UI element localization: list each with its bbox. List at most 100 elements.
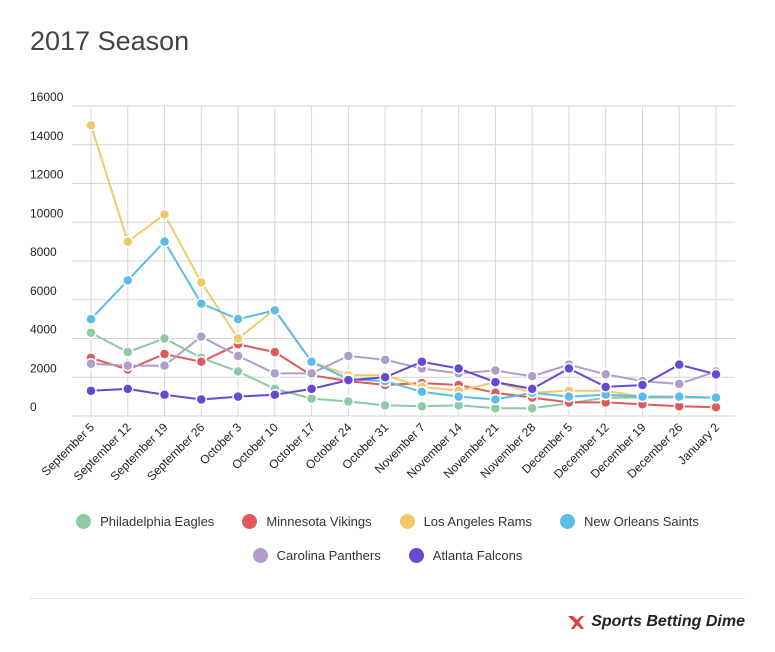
data-point-atlanta-falcons	[305, 383, 318, 395]
data-point-philadelphia-eagles	[122, 346, 134, 358]
legend-item[interactable]: Los Angeles Rams	[399, 514, 532, 529]
data-point-carolina-panthers	[305, 367, 318, 380]
legend-label: New Orleans Saints	[583, 514, 699, 529]
y-tick-label: 10000	[30, 206, 64, 220]
data-point-philadelphia-eagles	[158, 332, 171, 345]
data-point-carolina-panthers	[673, 378, 685, 390]
legend-label: Atlanta Falcons	[432, 548, 523, 563]
data-point-new-orleans-saints	[489, 393, 502, 406]
data-point-minnesota-vikings	[158, 348, 171, 360]
y-tick-label: 0	[30, 400, 37, 414]
data-point-carolina-panthers	[379, 354, 391, 366]
data-point-atlanta-falcons	[232, 390, 244, 403]
y-tick-label: 8000	[30, 245, 57, 259]
series-line-carolina-panthers	[90, 335, 717, 386]
data-point-philadelphia-eagles	[416, 400, 428, 413]
data-point-carolina-panthers	[269, 367, 281, 380]
data-point-new-orleans-saints	[305, 356, 318, 368]
legend-swatch	[252, 548, 268, 563]
data-point-los-angeles-rams	[122, 235, 134, 248]
data-point-philadelphia-eagles	[379, 399, 391, 412]
data-point-carolina-panthers	[122, 359, 134, 372]
data-point-atlanta-falcons	[489, 376, 502, 388]
data-point-los-angeles-rams	[195, 276, 208, 289]
legend-item[interactable]: New Orleans Saints	[559, 514, 699, 529]
line-chart: 0 2000 4000 6000 8000 10000 12000 14000 16000 Se…	[30, 90, 735, 483]
data-point-new-orleans-saints	[158, 235, 171, 248]
legend-label: Carolina Panthers	[276, 548, 381, 563]
brand-name: Sports Betting Dime	[591, 613, 745, 630]
data-point-atlanta-falcons	[563, 362, 575, 375]
y-tick-label: 12000	[30, 168, 64, 182]
data-point-new-orleans-saints	[452, 390, 465, 403]
data-point-atlanta-falcons	[710, 368, 722, 381]
data-point-new-orleans-saints	[416, 386, 428, 398]
data-point-los-angeles-rams	[85, 119, 97, 132]
data-point-atlanta-falcons	[379, 371, 391, 383]
data-point-new-orleans-saints	[269, 304, 281, 317]
data-point-atlanta-falcons	[342, 374, 355, 386]
legend-swatch	[408, 548, 424, 563]
data-point-philadelphia-eagles	[305, 392, 318, 405]
legend-item[interactable]: Philadelphia Eagles	[76, 514, 214, 529]
data-point-minnesota-vikings	[269, 346, 281, 358]
data-point-carolina-panthers	[599, 368, 612, 381]
y-axis-ticks: 0 2000 4000 6000 8000 10000 12000 14000 16000	[30, 90, 64, 414]
sbd-logo-icon	[568, 616, 585, 629]
data-point-carolina-panthers	[489, 364, 502, 377]
legend-swatch	[242, 514, 258, 529]
data-point-philadelphia-eagles	[342, 395, 355, 408]
data-point-atlanta-falcons	[673, 358, 685, 371]
series-line-atlanta-falcons	[90, 360, 717, 401]
legend-swatch	[399, 514, 415, 529]
data-point-new-orleans-saints	[636, 390, 649, 403]
data-point-carolina-panthers	[526, 370, 538, 383]
data-point-new-orleans-saints	[673, 390, 685, 403]
legend-label: Minnesota Vikings	[266, 514, 372, 529]
data-point-carolina-panthers	[85, 357, 97, 370]
legend-swatch	[559, 514, 575, 529]
data-point-new-orleans-saints	[232, 313, 244, 325]
data-point-los-angeles-rams	[232, 332, 244, 345]
data-point-philadelphia-eagles	[85, 326, 97, 339]
data-point-atlanta-falcons	[195, 393, 208, 406]
data-point-carolina-panthers	[158, 359, 171, 372]
data-point-atlanta-falcons	[85, 385, 97, 397]
data-point-atlanta-falcons	[416, 356, 428, 368]
series-line-minnesota-vikings	[90, 343, 717, 409]
data-point-new-orleans-saints	[85, 313, 97, 325]
series-line-new-orleans-saints	[90, 239, 717, 401]
series-lines	[85, 119, 722, 414]
y-tick-label: 16000	[30, 90, 64, 104]
series-line-los-angeles-rams	[90, 125, 716, 399]
data-point-new-orleans-saints	[195, 297, 208, 310]
data-point-atlanta-falcons	[269, 388, 281, 401]
data-point-philadelphia-eagles	[232, 365, 244, 378]
y-tick-label: 4000	[30, 323, 57, 337]
data-point-carolina-panthers	[342, 350, 355, 362]
data-point-atlanta-falcons	[452, 362, 465, 375]
y-tick-label: 2000	[30, 361, 57, 375]
data-point-atlanta-falcons	[526, 383, 538, 395]
data-point-minnesota-vikings	[710, 401, 722, 414]
legend-label: Los Angeles Rams	[423, 514, 532, 529]
data-point-minnesota-vikings	[195, 356, 208, 368]
series-line-philadelphia-eagles	[90, 331, 716, 410]
data-point-los-angeles-rams	[158, 208, 171, 221]
brand-logo[interactable]: Sports Betting Dime	[566, 613, 745, 631]
data-point-atlanta-falcons	[599, 381, 612, 393]
data-point-carolina-panthers	[195, 330, 208, 343]
data-point-philadelphia-eagles	[526, 402, 538, 414]
legend-item[interactable]: Minnesota Vikings	[242, 514, 372, 529]
legend-item[interactable]: Atlanta Falcons	[408, 548, 523, 563]
legend-row-1: Philadelphia Eagles Minnesota Vikings Los …	[0, 514, 775, 529]
footer-divider	[30, 598, 745, 599]
legend-label: Philadelphia Eagles	[100, 514, 215, 529]
chart-title: 2017 Season	[30, 26, 190, 56]
data-point-atlanta-falcons	[122, 383, 134, 395]
data-point-atlanta-falcons	[636, 379, 649, 391]
y-tick-label: 6000	[30, 284, 57, 298]
data-point-new-orleans-saints	[122, 274, 134, 287]
legend-item[interactable]: Carolina Panthers	[252, 548, 381, 563]
